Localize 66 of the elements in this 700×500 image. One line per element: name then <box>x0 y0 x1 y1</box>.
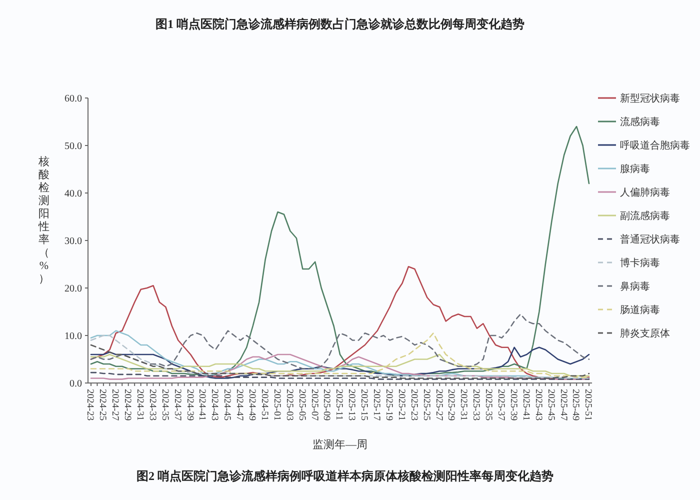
x-tick-label: 2025-33 <box>470 389 481 421</box>
x-tick-label: 2024-23 <box>84 389 95 421</box>
text: 图2 哨点医院门急诊流感样病例呼吸道样本病原体核酸检测阳性率每周变化趋势 <box>136 469 554 483</box>
x-tick-label: 2025-31 <box>458 389 468 421</box>
x-tick-label: 2024-27 <box>110 389 120 421</box>
y-tick-label: 0.0 <box>70 378 82 390</box>
x-tick-label: 2025-23 <box>408 389 418 421</box>
y-tick-label: 60.0 <box>64 94 82 104</box>
x-tick-label: 2025-15 <box>358 389 369 421</box>
x-tick-label: 2025-25 <box>420 389 431 421</box>
x-tick-label: 2025-09 <box>321 389 332 421</box>
x-tick-label: 2024-29 <box>122 389 132 421</box>
x-tick-label: 2025-05 <box>296 389 306 421</box>
x-tick-label: 2024-45 <box>222 389 232 421</box>
x-axis-title: 监测年—周 <box>312 439 368 451</box>
x-tick-label: 2025-13 <box>346 389 356 421</box>
x-tick-label: 2024-25 <box>97 389 108 421</box>
x-tick-label: 2025-01 <box>271 389 282 421</box>
legend-label: 新型冠状病毒 <box>620 92 680 104</box>
legend-label: 博卡病毒 <box>620 257 660 269</box>
legend-label: 肺炎支原体 <box>620 328 670 340</box>
y-tick-label: 50.0 <box>64 141 82 152</box>
x-tick-label: 2024-31 <box>134 389 144 421</box>
x-tick-label: 2025-17 <box>371 389 382 421</box>
x-tick-label: 2025-49 <box>570 389 580 421</box>
y-tick-label: 30.0 <box>64 236 82 247</box>
text: 核酸检测阳性率（%） <box>38 156 50 285</box>
x-tick-label: 2025-37 <box>496 389 506 421</box>
line-series <box>90 313 590 370</box>
x-tick-label: 2024-33 <box>146 389 157 421</box>
x-tick-label: 2025-27 <box>433 389 444 421</box>
x-tick-label: 2025-29 <box>446 389 456 421</box>
x-tick-label: 2024-49 <box>246 389 257 421</box>
x-tick-label: 2024-37 <box>172 389 182 421</box>
y-tick-label: 40.0 <box>64 188 82 200</box>
line-series <box>90 126 590 377</box>
legend-label: 人偏肺病毒 <box>620 186 670 198</box>
x-tick-label: 2024-47 <box>234 389 244 421</box>
x-tick-label: 2024-41 <box>196 389 207 421</box>
caption: 图1 哨点医院门急诊流感样病例数占门急诊就诊总数比例每周变化趋势 <box>156 17 524 31</box>
x-tick-label: 2025-51 <box>582 389 593 421</box>
x-tick-label: 2024-51 <box>258 389 269 421</box>
x-tick-label: 2024-39 <box>184 389 194 421</box>
legend-label: 普通冠状病毒 <box>620 234 680 246</box>
x-tick-label: 2025-03 <box>284 389 294 421</box>
legend-label: 副流感病毒 <box>620 210 670 222</box>
x-tick-label: 2025-07 <box>308 389 319 421</box>
y-tick-label: 20.0 <box>64 284 82 294</box>
y-tick-label: 10.0 <box>64 331 82 342</box>
legend-label: 流感病毒 <box>620 116 660 128</box>
x-tick-label: 2025-21 <box>396 389 406 421</box>
x-tick-label: 2025-39 <box>508 389 518 421</box>
x-tick-label: 2025-43 <box>532 389 543 421</box>
x-tick-label: 2025-41 <box>520 389 530 421</box>
x-tick-label: 2025-19 <box>383 389 394 421</box>
x-tick-label: 2025-11 <box>334 389 344 421</box>
legend-label: 腺病毒 <box>620 163 650 175</box>
x-tick-label: 2025-47 <box>558 389 568 421</box>
x-tick-label: 2025-35 <box>483 389 494 421</box>
line-series <box>90 372 590 380</box>
legend-label: 呼吸道合胞病毒 <box>620 140 690 152</box>
x-tick-label: 2025-45 <box>545 389 556 421</box>
x-tick-label: 2024-43 <box>209 389 220 421</box>
x-tick-label: 2024-35 <box>159 389 170 421</box>
legend-label: 肠道病毒 <box>620 304 660 316</box>
legend-label: 鼻病毒 <box>620 280 650 292</box>
